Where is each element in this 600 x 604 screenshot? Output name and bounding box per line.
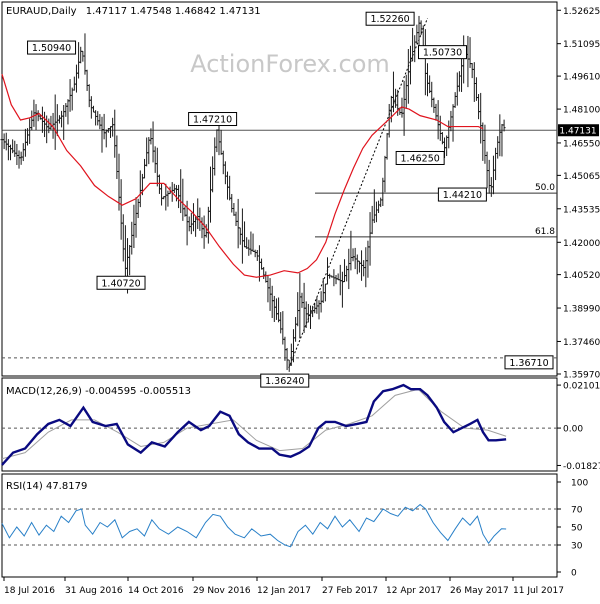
- rsi-ytick-label: 30: [571, 542, 583, 552]
- watermark-text: ActionForex.com: [190, 50, 390, 78]
- price-ytick-label: 1.35970: [563, 371, 600, 381]
- x-tick-label: 26 May 2017: [450, 586, 509, 596]
- price-ytick-label: 1.40520: [563, 271, 600, 281]
- price-ytick-label: 1.42000: [563, 239, 600, 249]
- price-ytick-label: 1.49610: [563, 73, 600, 83]
- price-label-text: 1.47210: [193, 115, 232, 126]
- ohlc-values: 1.47117 1.47548 1.46842 1.47131: [86, 6, 261, 17]
- price-label-text: 1.44210: [443, 190, 482, 201]
- price-label-text: 1.36710: [509, 358, 548, 369]
- rsi-title: RSI(14) 47.8179: [6, 481, 87, 492]
- price-label-text: 1.50940: [32, 43, 71, 54]
- x-tick-label: 27 Feb 2017: [322, 586, 378, 596]
- x-tick-label: 29 Nov 2016: [193, 586, 251, 596]
- price-label-text: 1.50730: [423, 48, 462, 59]
- fib-level-label: 50.0: [535, 183, 555, 193]
- symbol-label: EURAUD,Daily: [6, 6, 77, 17]
- price-ytick-label: 1.51095: [563, 40, 600, 50]
- rsi-ytick-label: 50: [571, 524, 583, 534]
- macd-ytick-label: -0.018277: [563, 462, 600, 472]
- x-tick-label: 18 Jul 2016: [4, 586, 55, 596]
- rsi-ytick-label: 0: [571, 569, 577, 579]
- rsi-ytick-label: 100: [571, 479, 588, 489]
- x-tick-label: 14 Oct 2016: [128, 586, 184, 596]
- price-label-text: 1.46250: [401, 153, 440, 164]
- macd-ytick-label: 0.021012: [563, 382, 600, 392]
- price-label-text: 1.52260: [370, 14, 409, 25]
- x-tick-label: 12 Jan 2017: [257, 586, 311, 596]
- fib-level-label: 61.8: [535, 227, 555, 237]
- price-ytick-label: 1.46550: [563, 139, 600, 149]
- price-label-text: 1.36240: [265, 376, 304, 387]
- macd-title: MACD(12,26,9) -0.004595 -0.005513: [6, 386, 191, 397]
- price-label-text: 1.40720: [101, 278, 140, 289]
- x-tick-label: 31 Aug 2016: [65, 586, 123, 596]
- x-tick-label: 11 Jul 2017: [513, 586, 564, 596]
- chart-symbol: EURAUD,Daily 1.47117 1.47548 1.46842 1.4…: [6, 6, 261, 17]
- macd-ytick-label: 0.00: [563, 425, 583, 435]
- price-ytick-label: 1.52625: [563, 7, 600, 17]
- price-ytick-label: 1.38990: [563, 305, 600, 315]
- price-ytick-label: 1.43535: [563, 205, 600, 215]
- price-ytick-label: 1.45065: [563, 172, 600, 182]
- x-tick-label: 12 Apr 2017: [386, 586, 442, 596]
- price-ytick-label: 1.37460: [563, 338, 600, 348]
- price-ytick-label: 1.48100: [563, 106, 600, 116]
- current-price-label: 1.47131: [559, 127, 596, 137]
- rsi-ytick-label: 70: [571, 506, 583, 516]
